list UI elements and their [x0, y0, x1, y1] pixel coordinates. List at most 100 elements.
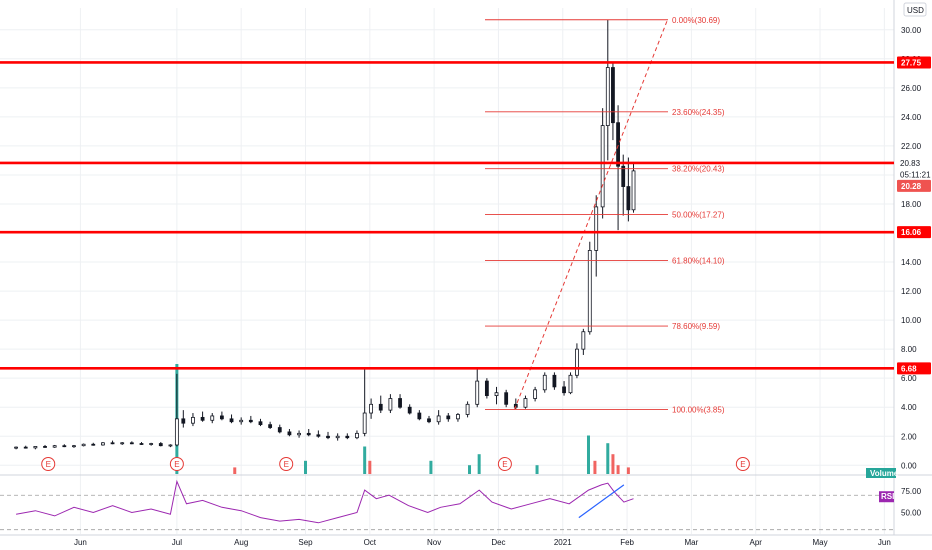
candle-body: [52, 445, 57, 448]
candle-body: [149, 443, 154, 445]
time-tick-label: Feb: [620, 538, 634, 547]
earnings-marker-icon: [279, 457, 294, 471]
earnings-marker-label: E: [174, 460, 179, 469]
volume-bar: [363, 446, 367, 474]
candle-body: [355, 432, 359, 439]
rsi-badge: [879, 491, 894, 503]
fib-level-label: 100.00%(3.85): [672, 405, 725, 414]
time-tick-label: Sep: [298, 538, 313, 547]
last-price-label: 20.28: [901, 182, 922, 191]
key-level-badge-label: 6.68: [901, 364, 917, 373]
price-tick-label: 26.00: [901, 84, 922, 93]
time-tick-label: Mar: [685, 538, 699, 547]
rsi-divergence-line: [578, 484, 625, 519]
candle-body: [181, 418, 186, 424]
volume-bar: [586, 435, 590, 474]
candle-body: [229, 418, 234, 423]
earnings-marker-label: E: [502, 460, 507, 469]
price-badge-bg: [896, 168, 932, 181]
volume-bar: [468, 465, 472, 474]
price-tick-label: 14.00: [901, 258, 922, 267]
rsi-tick-label: 50.00: [901, 508, 922, 517]
candle-body: [158, 443, 163, 447]
time-tick-label: Jun: [878, 538, 891, 547]
candle-body: [581, 331, 586, 350]
volume-bar: [626, 467, 630, 474]
candle-body: [562, 386, 566, 394]
candle-body: [494, 392, 499, 397]
candle-body: [335, 435, 340, 439]
candle-body: [120, 442, 125, 445]
price-tick-label: 12.00: [901, 287, 922, 296]
candle-body: [316, 434, 321, 437]
volume-bar: [477, 454, 481, 474]
candle-body: [631, 170, 636, 211]
earnings-marker-icon: [169, 457, 184, 471]
candle-body: [191, 416, 195, 424]
candle-body: [533, 389, 538, 399]
candle-body: [523, 398, 528, 408]
candle-body: [605, 67, 610, 126]
volume-bar: [368, 460, 372, 474]
volume-bar: [611, 454, 615, 474]
candle-body: [626, 186, 631, 211]
candle-body: [611, 67, 615, 124]
candle-body: [110, 442, 115, 445]
candle-body: [575, 348, 579, 376]
earnings-marker-icon: [41, 457, 56, 471]
price-tick-label: 6.00: [901, 374, 917, 383]
fib-level-label: 38.20%(20.43): [672, 165, 725, 174]
candle-body: [287, 431, 292, 436]
candle-body: [600, 125, 605, 208]
candle-body: [219, 415, 224, 420]
candle-body: [297, 432, 301, 436]
candle-body: [552, 374, 557, 388]
volume-label: Volume: [870, 469, 899, 478]
candle-body: [43, 446, 47, 448]
candle-body: [446, 415, 451, 420]
candle-body: [475, 380, 480, 405]
candle-body: [33, 446, 38, 449]
candle-body: [168, 444, 173, 447]
fib-level-label: 50.00%(17.27): [672, 211, 725, 220]
candle-body: [268, 424, 273, 428]
price-tick-label: 0.00: [901, 461, 917, 470]
candle-body: [616, 122, 620, 167]
candle-body: [369, 403, 374, 414]
rsi-tick-label: 75.00: [901, 487, 922, 496]
time-tick-label: Aug: [234, 538, 248, 547]
earnings-marker-icon: [497, 457, 512, 471]
candle-body: [91, 443, 96, 446]
candle-body: [129, 442, 134, 445]
candle-body: [306, 432, 311, 436]
time-tick-label: Jun: [74, 538, 87, 547]
price-tick-label: 22.00: [901, 142, 922, 151]
earnings-marker-icon: [735, 457, 750, 471]
candle-body: [345, 435, 350, 439]
candle-body: [139, 443, 144, 445]
candle-body: [436, 415, 441, 423]
key-level-badge: [897, 226, 931, 239]
price-tick-label: 4.00: [901, 403, 917, 412]
last-price-badge: [897, 179, 931, 192]
candle-body: [210, 415, 215, 421]
earnings-marker-label: E: [284, 460, 289, 469]
candle-body: [587, 250, 592, 333]
earnings-marker-label: E: [46, 460, 51, 469]
candle-body: [81, 443, 86, 447]
time-tick-label: 2021: [554, 538, 572, 547]
price-badge-bg: [896, 156, 932, 169]
candle-body: [465, 403, 470, 415]
key-level-badge: [897, 56, 931, 69]
candle-body: [417, 412, 422, 420]
time-tick-label: Nov: [427, 538, 441, 547]
volume-bar: [616, 465, 620, 474]
candle-body: [456, 414, 460, 420]
rsi-label: RSI: [881, 492, 894, 501]
candle-body: [362, 412, 367, 434]
volume-badge: [866, 468, 896, 478]
volume-bar: [606, 443, 610, 474]
candle-body: [594, 206, 599, 251]
